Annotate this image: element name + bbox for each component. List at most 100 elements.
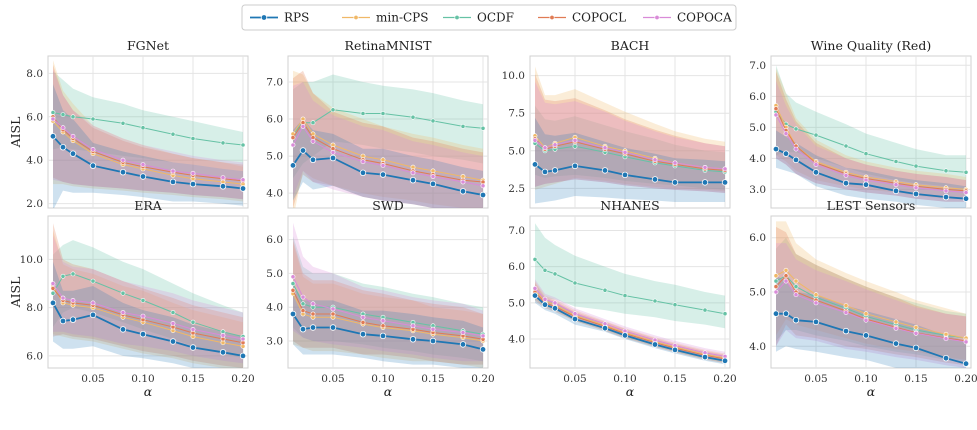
plot-area bbox=[47, 215, 249, 369]
point-min-cps bbox=[813, 292, 819, 298]
point-copoca bbox=[793, 292, 799, 298]
point-copoca bbox=[622, 149, 628, 155]
point-copoca bbox=[220, 175, 226, 180]
point-copoca bbox=[773, 112, 779, 118]
point-ocdf bbox=[773, 278, 779, 284]
point-copoca bbox=[430, 326, 436, 332]
point-rps bbox=[309, 156, 317, 163]
point-ocdf bbox=[702, 307, 708, 313]
point-copoca bbox=[793, 146, 799, 152]
band-ocdf bbox=[53, 71, 243, 172]
point-ocdf bbox=[863, 151, 869, 157]
point-copoca bbox=[843, 172, 849, 178]
point-copoca bbox=[480, 333, 486, 339]
point-ocdf bbox=[290, 281, 296, 286]
line-rps bbox=[534, 294, 726, 362]
point-ocdf bbox=[843, 143, 849, 149]
point-rps bbox=[962, 360, 970, 367]
y-tick-label: 4.0 bbox=[749, 341, 766, 353]
point-copoca bbox=[120, 157, 126, 163]
line-ocdf bbox=[775, 111, 967, 173]
point-rps bbox=[551, 167, 559, 174]
point-rps bbox=[189, 344, 197, 351]
band-rps bbox=[293, 283, 483, 368]
point-rps bbox=[169, 338, 177, 345]
point-min-cps bbox=[783, 267, 789, 273]
point-rps bbox=[782, 310, 790, 317]
point-min-cps bbox=[773, 273, 779, 279]
point-rps bbox=[239, 185, 247, 192]
panel-title: ERA bbox=[134, 198, 163, 213]
y-tick-label: 7.0 bbox=[266, 76, 283, 88]
panel-title: NHANES bbox=[600, 198, 660, 213]
legend-entry-min-cps: min-CPS bbox=[342, 11, 428, 25]
point-min-cps bbox=[913, 324, 919, 330]
point-rps bbox=[329, 324, 337, 331]
point-rps bbox=[671, 179, 679, 186]
point-rps bbox=[942, 193, 950, 201]
point-rps bbox=[551, 305, 559, 312]
point-copoca bbox=[773, 289, 779, 295]
line-ocdf bbox=[292, 109, 484, 135]
point-ocdf bbox=[90, 116, 96, 122]
x-axis-label: α bbox=[384, 384, 393, 399]
point-rps bbox=[69, 316, 77, 323]
panel-title: Wine Quality (Red) bbox=[811, 38, 931, 53]
point-ocdf bbox=[943, 168, 949, 174]
band-copoca bbox=[776, 243, 966, 368]
point-ocdf bbox=[310, 120, 316, 126]
point-copoca bbox=[542, 296, 548, 302]
legend-entry-copocl: COPOCL bbox=[538, 11, 626, 25]
line-min-cps bbox=[775, 105, 967, 190]
legend-label-ocdf: OCDF bbox=[477, 11, 514, 25]
point-rps bbox=[721, 357, 729, 364]
band-copoca bbox=[53, 235, 243, 364]
point-rps bbox=[671, 346, 679, 354]
series-layer bbox=[289, 70, 487, 208]
point-copoca bbox=[430, 174, 436, 179]
point-ocdf bbox=[460, 124, 466, 129]
y-tick-label: 6.0 bbox=[266, 234, 283, 246]
point-rps bbox=[701, 353, 709, 361]
band-ocdf bbox=[776, 65, 966, 190]
point-rps bbox=[531, 161, 539, 168]
line-rps bbox=[534, 163, 725, 184]
point-rps bbox=[651, 341, 659, 348]
band-min-cps bbox=[535, 66, 725, 192]
line-copocl bbox=[775, 108, 967, 192]
band-copocl bbox=[53, 223, 243, 368]
x-tick-label: 0.05 bbox=[321, 373, 344, 385]
point-ocdf bbox=[120, 120, 126, 126]
plot-area bbox=[287, 55, 489, 209]
x-tick-label: 0.20 bbox=[954, 373, 977, 385]
panel-title: LEST Sensors bbox=[827, 198, 916, 213]
point-ocdf bbox=[170, 131, 176, 137]
point-rps bbox=[359, 169, 367, 176]
point-rps bbox=[862, 332, 870, 339]
point-ocdf bbox=[793, 284, 799, 289]
y-tick-label: 4.0 bbox=[266, 188, 283, 200]
y-tick-label: 4.0 bbox=[508, 334, 525, 346]
y-tick-label: 6.0 bbox=[26, 111, 43, 123]
point-rps bbox=[69, 150, 77, 157]
panel-nhanes: NHANES 4.0 5.0 6.0 7.0 0.05 0.10 0.15 0.20 α bbox=[508, 198, 736, 399]
point-ocdf bbox=[330, 107, 336, 113]
point-rps bbox=[812, 169, 820, 176]
x-tick-label: 0.10 bbox=[613, 373, 636, 385]
y-tick-label: 5.0 bbox=[749, 287, 766, 299]
panel-swd: SWD 3.0 4.0 5.0 6.0 0.05 0.10 0.15 0.20 α bbox=[266, 198, 494, 399]
band-rps bbox=[53, 84, 243, 208]
panel-bach: BACH 2.5 5.0 7.5 10.0 bbox=[502, 38, 731, 209]
point-copoca bbox=[140, 162, 146, 167]
point-copoca bbox=[913, 330, 919, 336]
point-rps bbox=[812, 318, 820, 326]
point-ocdf bbox=[532, 256, 538, 262]
x-tick-label: 0.15 bbox=[663, 373, 686, 385]
band-min-cps bbox=[293, 70, 483, 208]
panel-fgnet: FGNet 2.0 4.0 6.0 8.0 AISL bbox=[8, 38, 249, 210]
point-copoca bbox=[652, 157, 658, 163]
line-copoca bbox=[534, 139, 726, 170]
point-copocl bbox=[300, 308, 306, 313]
point-rps bbox=[862, 181, 870, 188]
point-ocdf bbox=[190, 319, 196, 325]
